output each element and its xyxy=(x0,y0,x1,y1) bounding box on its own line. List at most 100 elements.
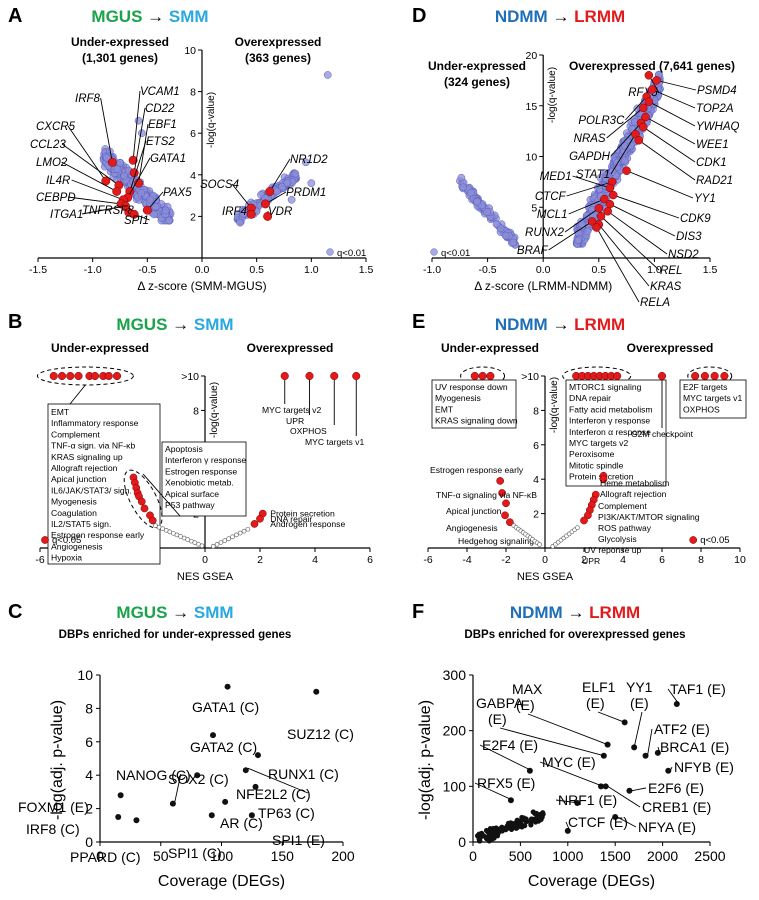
gene-label: IL4R xyxy=(46,175,70,187)
gene-set-label: Interferon γ response xyxy=(165,455,246,465)
gene-set-box xyxy=(431,379,517,429)
dbp-point xyxy=(252,783,259,790)
x-tick-label: 1.5 xyxy=(359,264,374,276)
background-point xyxy=(134,116,143,125)
nonsig-point xyxy=(222,538,228,543)
x-axis-label: Δ z-score (SMM-MGUS) xyxy=(137,279,266,293)
panel-title: MGUS → SMM xyxy=(116,315,233,334)
dbp-label: MAX xyxy=(512,681,543,697)
gene-set-label: UV response down xyxy=(435,382,508,392)
y-tick-label: >10 xyxy=(181,371,199,383)
gene-point xyxy=(263,211,273,221)
gene-label: EBF1 xyxy=(148,119,177,131)
panel-f: NDMM → LRMM DBPs enriched for overexpress… xyxy=(417,603,734,890)
y-tick-label: 5 xyxy=(531,202,537,214)
nonsig-point xyxy=(241,528,247,534)
legend-label: q<0.01 xyxy=(441,248,470,259)
background-point xyxy=(583,227,592,236)
leader-line xyxy=(609,203,676,237)
leader-line xyxy=(565,821,571,832)
gene-set-label: Apical junction xyxy=(446,506,502,516)
leader-line xyxy=(474,782,514,801)
y-axis-label: -log(q-value) xyxy=(547,67,558,123)
dbp-point xyxy=(169,800,176,807)
panel-letter-a: A xyxy=(8,5,22,27)
gene-label: ETS2 xyxy=(146,136,175,148)
gene-point xyxy=(644,97,654,106)
gene-point xyxy=(647,85,657,94)
leader-line xyxy=(667,688,680,705)
highlight-point xyxy=(502,499,510,508)
nonsig-point xyxy=(537,542,542,547)
panel-letter-f: F xyxy=(412,601,424,623)
dbp-point xyxy=(612,813,619,820)
dbp-point xyxy=(248,812,255,819)
dbp-label: GATA1 (C) xyxy=(192,699,259,715)
dbp-label: PPARD (C) xyxy=(70,849,141,865)
panel-title: NDMM → LRMM xyxy=(510,603,640,622)
gene-set-label: UPR xyxy=(286,416,304,426)
overexpressed-label: Overexpressed xyxy=(235,35,322,49)
gene-point xyxy=(605,199,615,209)
highlight-point xyxy=(498,489,506,497)
panel-title: MGUS → SMM xyxy=(116,603,233,622)
gene-set-label: P53 pathway xyxy=(165,500,215,510)
gene-label: ITGA1 xyxy=(50,209,83,221)
under-expressed-count: (324 genes) xyxy=(444,75,510,89)
leader-line xyxy=(643,126,696,163)
gene-set-label: KRAS signaling down xyxy=(435,416,518,426)
gene-point xyxy=(609,190,618,200)
highlight-point xyxy=(501,511,509,520)
dbp-label: (E) xyxy=(516,697,535,713)
leader-line xyxy=(566,181,613,197)
x-axis-label: NES GSEA xyxy=(517,571,574,583)
gene-set-label: ROS pathway xyxy=(598,523,652,533)
gene-label: MED1 xyxy=(540,171,572,183)
y-tick-label: 10 xyxy=(526,152,538,164)
highlight-point xyxy=(104,371,113,381)
dbp-point xyxy=(313,688,320,695)
gene-set-label: Complement xyxy=(51,429,100,439)
gene-label: MCL1 xyxy=(537,209,568,221)
highlight-point xyxy=(657,371,667,381)
dbp-point xyxy=(642,752,649,759)
highlight-point xyxy=(305,371,314,381)
leader-line xyxy=(647,728,653,756)
y-tick-label: 6 xyxy=(85,734,93,750)
leader-line xyxy=(548,221,593,251)
gene-set-label: OXPHOS xyxy=(683,404,720,414)
gene-set-label: Apoptosis xyxy=(165,444,203,454)
dbp-label: E2F4 (E) xyxy=(482,737,538,753)
background-point xyxy=(102,154,111,162)
gene-set-label: Interferon α response xyxy=(569,427,651,437)
panel-letter-e: E xyxy=(412,311,425,333)
gene-point xyxy=(644,71,654,80)
leader-line xyxy=(657,746,661,754)
dbp-label: NFYB (E) xyxy=(674,759,734,775)
dbp-label: (E) xyxy=(586,695,605,711)
x-tick-label: 0.5 xyxy=(591,264,606,276)
dbp-point xyxy=(117,792,124,799)
background-point xyxy=(287,195,296,204)
gene-set-label: PI3K/AKT/MTOR signaling xyxy=(598,512,700,522)
x-tick-label: 2000 xyxy=(647,848,678,864)
gene-label: CDK9 xyxy=(680,213,711,225)
gene-set-label: TNF-α sign. via NF-κb xyxy=(51,441,135,451)
gene-set-label: Peroxisome xyxy=(569,449,615,459)
gene-set-label: OXPHOS xyxy=(290,426,327,436)
gene-label: VCAM1 xyxy=(140,86,180,98)
gene-set-label: Interferon γ response xyxy=(569,416,650,426)
x-tick-label: 2 xyxy=(257,554,263,566)
highlight-point xyxy=(137,497,146,506)
gene-point xyxy=(652,76,661,85)
gene-set-label: Hypoxia xyxy=(51,553,82,563)
gene-point xyxy=(265,186,275,196)
y-tick-label: 2 xyxy=(85,801,93,817)
dbp-label: MYC (E) xyxy=(542,754,596,770)
panel-title: NDMM → LRMM xyxy=(495,315,625,334)
background-point xyxy=(146,195,155,204)
dbp-label: FOXM1 (E) xyxy=(18,799,89,815)
highlight-point xyxy=(66,371,75,381)
dbp-point xyxy=(194,772,201,779)
background-point xyxy=(483,208,491,216)
